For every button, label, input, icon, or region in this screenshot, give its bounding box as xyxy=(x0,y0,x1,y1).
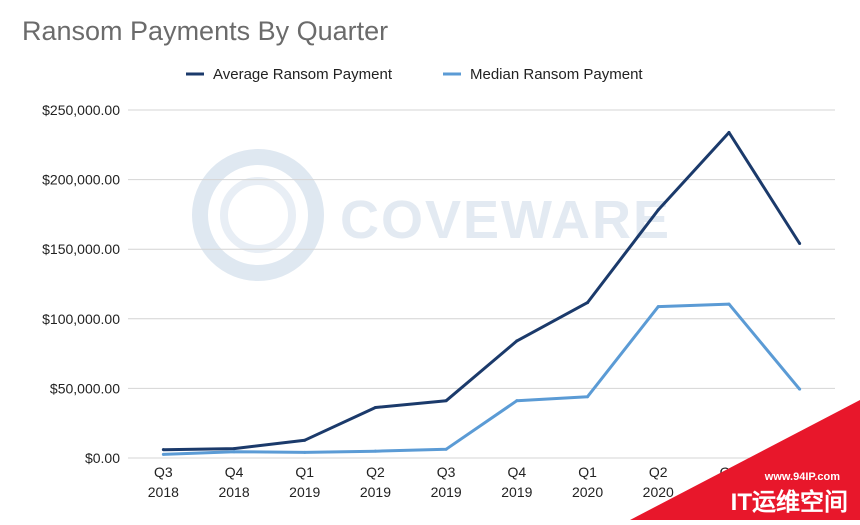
series-line-1 xyxy=(163,131,801,452)
watermark-logo-inner-ring xyxy=(220,177,296,253)
watermark-brand-text: COVEWARE xyxy=(340,190,671,250)
data-point xyxy=(161,452,165,456)
corner-banner xyxy=(630,400,860,520)
x-tick-label: Q4 xyxy=(225,464,244,480)
data-point xyxy=(161,448,165,452)
watermark-logo-ring xyxy=(192,149,324,281)
data-point xyxy=(586,301,590,305)
data-point xyxy=(656,305,660,309)
data-point xyxy=(727,131,731,135)
x-tick-label: 2018 xyxy=(218,484,249,500)
x-tick-label: Q1 xyxy=(295,464,314,480)
data-point xyxy=(373,449,377,453)
x-tick-label: 2018 xyxy=(148,484,179,500)
series-line-2 xyxy=(163,302,801,456)
data-point xyxy=(444,447,448,451)
legend-label: Average Ransom Payment xyxy=(213,66,393,83)
x-tick-label: 2020 xyxy=(643,484,674,500)
x-tick-label: 2019 xyxy=(501,484,532,500)
x-tick-label: 2019 xyxy=(289,484,320,500)
x-tick-label: Q1 xyxy=(578,464,597,480)
y-tick-label: $150,000.00 xyxy=(42,241,120,257)
data-point xyxy=(232,447,236,451)
y-tick-label: $250,000.00 xyxy=(42,102,120,118)
y-tick-label: $200,000.00 xyxy=(42,172,120,188)
y-tick-label: $100,000.00 xyxy=(42,311,120,327)
x-tick-label: Q2 xyxy=(366,464,385,480)
data-point xyxy=(373,405,377,409)
x-tick-label: 2019 xyxy=(360,484,391,500)
overlay-site-text: www.94IP.com xyxy=(764,471,840,483)
x-tick-label: Q4 xyxy=(508,464,527,480)
data-point xyxy=(656,208,660,212)
x-tick-label: 2019 xyxy=(431,484,462,500)
chart-title: Ransom Payments By Quarter xyxy=(22,16,389,46)
x-tick-label: Q3 xyxy=(154,464,173,480)
data-point xyxy=(586,395,590,399)
data-point xyxy=(727,302,731,306)
legend-label: Median Ransom Payment xyxy=(470,66,643,83)
data-point xyxy=(515,339,519,343)
data-point xyxy=(232,450,236,454)
x-tick-label: Q2 xyxy=(649,464,668,480)
data-point xyxy=(515,399,519,403)
y-tick-label: $0.00 xyxy=(85,450,120,466)
y-tick-label: $50,000.00 xyxy=(50,380,120,396)
data-point xyxy=(303,450,307,454)
data-point xyxy=(444,399,448,403)
overlay-name-text: IT运维空间 xyxy=(731,488,848,516)
x-tick-label: 2020 xyxy=(572,484,603,500)
data-point xyxy=(798,387,802,391)
x-tick-label: Q3 xyxy=(437,464,456,480)
data-point xyxy=(798,241,802,245)
data-point xyxy=(303,438,307,442)
